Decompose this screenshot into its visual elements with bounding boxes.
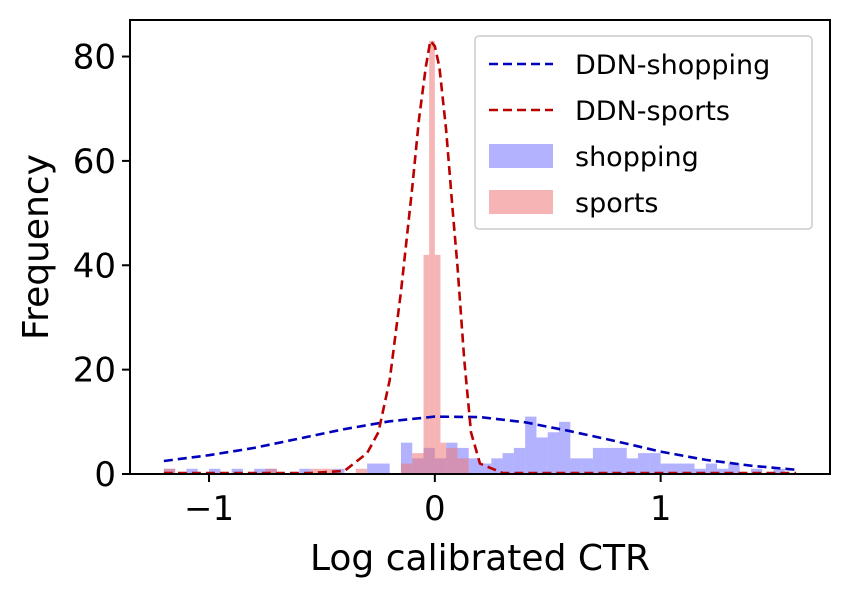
hist-bar-shopping-27: [592, 447, 605, 474]
hist-bar-shopping-32: [649, 453, 661, 474]
hist-bar-shopping-29: [615, 447, 627, 474]
hist-bar-shopping-10: [400, 442, 413, 474]
legend-label-0: DDN-shopping: [575, 50, 770, 81]
x-tick-label-2: 1: [650, 489, 672, 529]
y-tick-label-4: 80: [73, 38, 116, 78]
hist-bar-sports-7: [423, 254, 430, 474]
hist-bar-sports-5: [400, 463, 413, 474]
x-tick-label-0: −1: [184, 489, 234, 529]
legend-label-1: DDN-sports: [575, 96, 730, 127]
legend-box: [474, 35, 813, 230]
curve-DDN-sports: [163, 37, 797, 475]
hist-bar-shopping-36: [694, 468, 706, 474]
hist-bar-shopping-20: [513, 447, 526, 474]
hist-bar-shopping-38: [717, 468, 729, 474]
legend-label-3: sports: [575, 188, 658, 219]
hist-bar-shopping-30: [626, 458, 639, 474]
curve-DDN-shopping: [163, 415, 797, 472]
hist-bar-shopping-37: [705, 463, 718, 474]
curve-layer: [163, 37, 797, 475]
legend-label-2: shopping: [575, 142, 699, 173]
hist-bar-shopping-25: [570, 458, 582, 474]
hist-bar-shopping-8: [367, 463, 379, 474]
hist-bar-sports-12: [457, 458, 469, 474]
hist-bar-sports-8: [429, 40, 435, 474]
histogram-layer: [163, 40, 785, 474]
hist-bar-sports-2: [310, 468, 322, 474]
hist-bar-shopping-23: [547, 432, 560, 474]
hist-bar-shopping-33: [660, 463, 672, 474]
hist-bar-shopping-6: [299, 468, 311, 474]
plot-area-frame: [129, 19, 831, 475]
hist-bar-shopping-31: [638, 453, 650, 474]
legend-swatch-2: [489, 144, 553, 168]
y-axis-label: Frequency: [16, 154, 57, 340]
hist-bar-shopping-16: [468, 458, 480, 474]
hist-bar-sports-11: [446, 447, 458, 474]
hist-bar-sports-10: [440, 442, 447, 474]
legend-swatch-3: [489, 190, 553, 214]
hist-bar-shopping-1: [186, 468, 198, 474]
y-tick-label-0: 0: [94, 455, 116, 495]
y-tick-label-2: 40: [73, 246, 116, 286]
hist-bar-shopping-2: [209, 468, 221, 474]
hist-bar-sports-0: [163, 468, 176, 474]
hist-bar-shopping-26: [581, 458, 593, 474]
hist-bar-sports-9: [434, 254, 441, 474]
hist-bar-shopping-41: [773, 468, 785, 474]
y-tick-label-1: 20: [73, 351, 116, 391]
hist-bar-sports-6: [412, 453, 424, 474]
hist-bar-shopping-3: [231, 468, 243, 474]
y-tick-label-3: 60: [73, 142, 116, 182]
hist-bar-shopping-34: [671, 463, 684, 474]
hist-bar-shopping-19: [502, 453, 514, 474]
hist-bar-shopping-28: [604, 447, 616, 474]
hist-bar-sports-3: [321, 468, 334, 474]
hist-bar-shopping-40: [750, 468, 763, 474]
hist-bar-sports-1: [265, 468, 277, 474]
hist-bar-shopping-35: [683, 463, 695, 474]
hist-bar-shopping-22: [536, 437, 548, 474]
hist-bar-shopping-24: [559, 421, 571, 474]
hist-bar-sports-4: [355, 468, 368, 474]
hist-bar-shopping-9: [378, 463, 390, 474]
hist-bar-shopping-17: [480, 463, 492, 474]
hist-bar-shopping-18: [491, 458, 503, 474]
x-axis-label: Log calibrated CTR: [310, 538, 650, 579]
legend: DDN-shopping DDN-sports shopping sports: [474, 35, 813, 230]
hist-bar-shopping-39: [728, 463, 740, 474]
hist-bar-shopping-21: [525, 416, 537, 474]
x-tick-label-1: 0: [424, 489, 446, 529]
hist-bar-shopping-4: [254, 468, 266, 474]
